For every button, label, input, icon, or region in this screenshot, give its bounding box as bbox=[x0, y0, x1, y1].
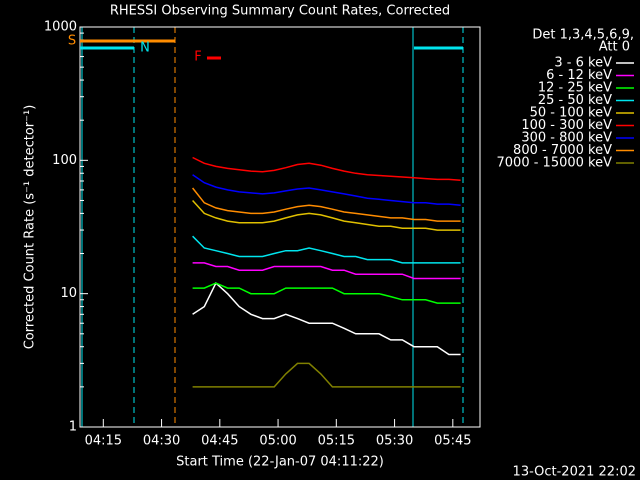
series-line bbox=[192, 235, 461, 264]
series-line bbox=[192, 174, 461, 207]
legend-label: 300 - 800 keV bbox=[521, 131, 612, 146]
chart-title: RHESSI Observing Summary Count Rates, Co… bbox=[110, 4, 450, 19]
x-tick-label: 05:45 bbox=[434, 434, 471, 449]
legend-label: 50 - 100 keV bbox=[530, 106, 613, 121]
legend-label: 12 - 25 keV bbox=[538, 81, 612, 96]
plot-frame bbox=[79, 26, 481, 428]
series-line bbox=[192, 199, 461, 231]
legend-label: 100 - 300 keV bbox=[521, 118, 612, 133]
flag-label: N bbox=[140, 41, 150, 56]
y-tick-label: 1000 bbox=[44, 20, 77, 35]
x-tick-label: 05:00 bbox=[259, 434, 296, 449]
series-line bbox=[192, 156, 461, 181]
series-line bbox=[192, 282, 461, 304]
series-line bbox=[192, 262, 461, 280]
x-tick-label: 04:15 bbox=[85, 434, 122, 449]
legend-label: 800 - 7000 keV bbox=[513, 143, 612, 158]
legend-label: 25 - 50 keV bbox=[538, 93, 612, 108]
x-tick-label: 04:45 bbox=[201, 434, 238, 449]
y-tick-label: 1 bbox=[69, 420, 77, 435]
y-tick-label: 100 bbox=[52, 153, 77, 168]
series-line bbox=[192, 362, 461, 388]
series-line bbox=[192, 281, 461, 356]
x-axis-label: Start Time (22-Jan-07 04:11:22) bbox=[176, 455, 384, 470]
legend-label: 6 - 12 keV bbox=[546, 68, 612, 83]
series-line bbox=[192, 187, 461, 222]
legend-label: 3 - 6 keV bbox=[554, 56, 612, 71]
y-axis-label: Corrected Count Rate (s⁻¹ detector⁻¹) bbox=[23, 105, 38, 350]
legend-header: Det 1,3,4,5,6,9, bbox=[532, 28, 634, 43]
legend-header: Att 0 bbox=[599, 40, 630, 55]
y-tick-label: 10 bbox=[60, 286, 77, 301]
footer: 13-Oct-2021 22:02 bbox=[513, 465, 636, 480]
legend-label: 7000 - 15000 keV bbox=[497, 156, 613, 171]
x-tick-label: 05:30 bbox=[376, 434, 413, 449]
x-tick-label: 05:15 bbox=[318, 434, 355, 449]
flag-label: S bbox=[68, 34, 76, 49]
x-tick-label: 04:30 bbox=[143, 434, 180, 449]
flag-label: F bbox=[194, 50, 201, 65]
